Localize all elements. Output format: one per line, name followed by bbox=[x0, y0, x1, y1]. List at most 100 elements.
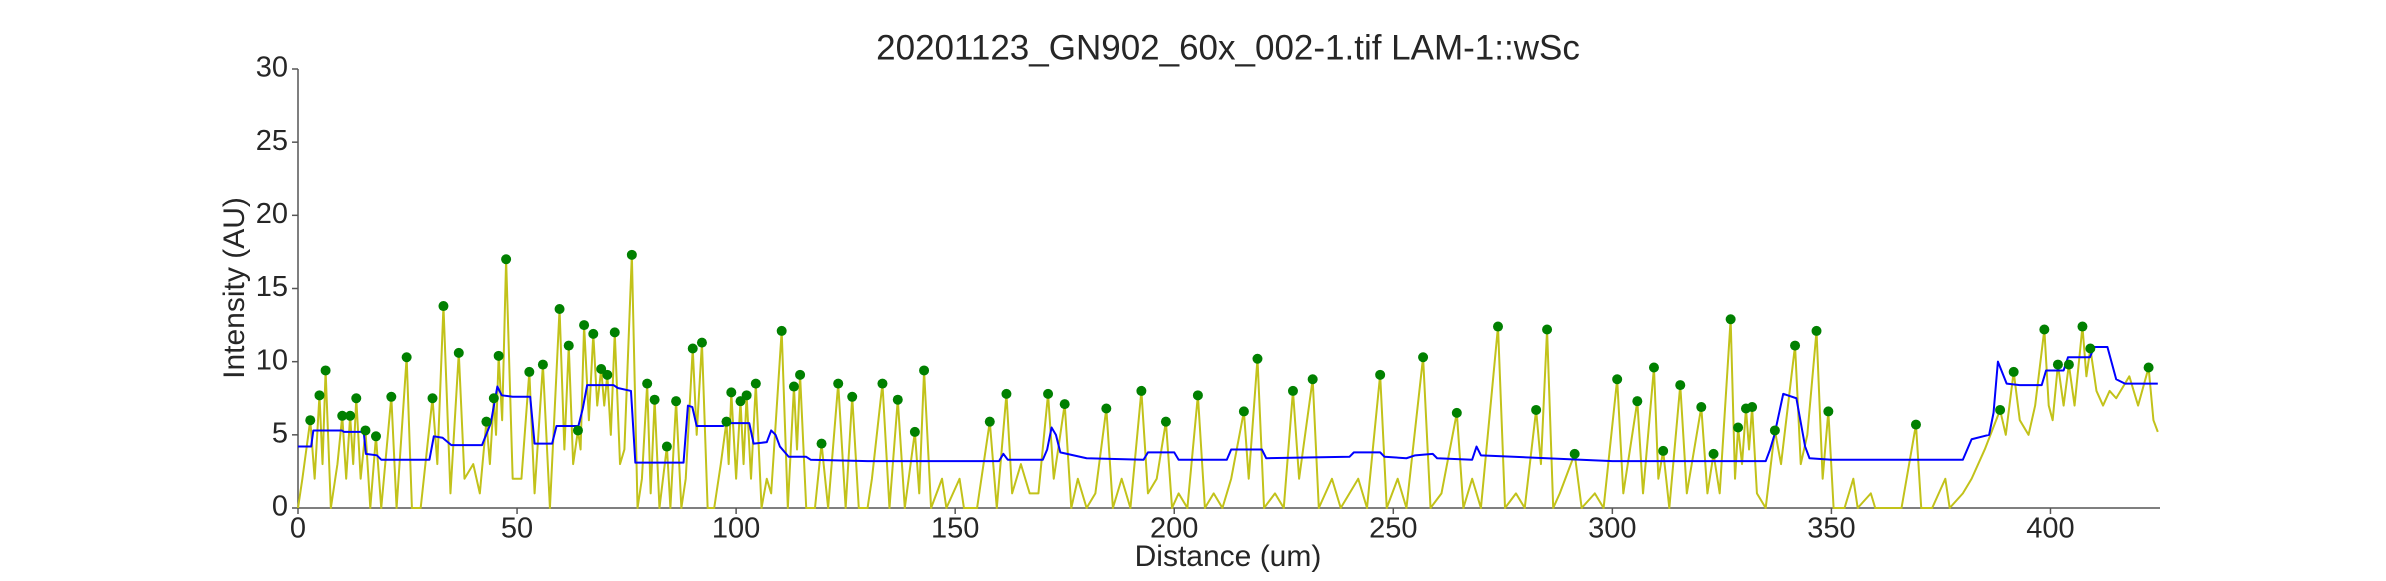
peak-marker bbox=[554, 303, 565, 314]
x-tick-label: 150 bbox=[931, 513, 979, 545]
peak-marker bbox=[579, 320, 590, 331]
x-tick-label: 400 bbox=[2026, 513, 2074, 545]
peak-marker bbox=[2052, 359, 2063, 370]
peak-marker bbox=[1160, 416, 1171, 427]
peak-marker bbox=[1569, 448, 1580, 459]
peak-marker bbox=[1493, 321, 1504, 332]
peak-marker bbox=[696, 337, 707, 348]
peak-marker bbox=[816, 438, 827, 449]
peak-marker bbox=[481, 416, 492, 427]
peak-marker bbox=[1823, 406, 1834, 417]
peak-marker bbox=[320, 365, 331, 376]
peak-marker bbox=[488, 393, 499, 404]
peak-marker bbox=[602, 369, 613, 380]
peak-marker bbox=[909, 426, 920, 437]
peak-marker bbox=[1675, 380, 1686, 391]
peak-marker bbox=[1375, 369, 1386, 380]
peak-marker bbox=[642, 378, 653, 389]
peak-marker bbox=[984, 416, 995, 427]
peak-marker bbox=[2063, 359, 2074, 370]
peak-marker bbox=[2085, 343, 2096, 354]
peak-marker bbox=[877, 378, 888, 389]
peak-marker bbox=[314, 390, 325, 401]
peak-marker bbox=[337, 410, 348, 421]
peak-marker bbox=[1238, 406, 1249, 417]
peak-marker bbox=[776, 325, 787, 336]
peak-marker bbox=[1747, 402, 1758, 413]
peak-marker bbox=[741, 390, 752, 401]
peak-marker bbox=[351, 393, 362, 404]
peak-marker bbox=[1059, 399, 1070, 410]
peak-marker bbox=[1811, 325, 1822, 336]
peak-marker bbox=[1708, 448, 1719, 459]
peak-marker bbox=[795, 369, 806, 380]
peak-marker bbox=[1252, 353, 1263, 364]
peak-marker bbox=[1910, 419, 1921, 430]
peak-marker bbox=[1648, 362, 1659, 373]
peak-marker bbox=[919, 365, 930, 376]
x-tick-label: 0 bbox=[290, 513, 306, 545]
peak-marker bbox=[427, 393, 438, 404]
peak-marker bbox=[833, 378, 844, 389]
peak-marker bbox=[1418, 352, 1429, 363]
line bbox=[298, 346, 2158, 464]
peak-marker bbox=[721, 416, 732, 427]
x-tick-label: 100 bbox=[712, 513, 760, 545]
peak-marker bbox=[563, 340, 574, 351]
peak-marker bbox=[1001, 388, 1012, 399]
peak-marker bbox=[626, 249, 637, 260]
peak-marker bbox=[386, 391, 397, 402]
peak-marker bbox=[1287, 385, 1298, 396]
peak-marker bbox=[453, 347, 464, 358]
peak-marker bbox=[1101, 403, 1112, 414]
peak-marker bbox=[1995, 404, 2006, 415]
peak-marker bbox=[360, 425, 371, 436]
x-tick-label: 50 bbox=[501, 513, 533, 545]
y-tick-label: 10 bbox=[256, 344, 288, 376]
y-tick-label: 30 bbox=[256, 52, 288, 84]
peak-marker bbox=[750, 378, 761, 389]
peak-marker bbox=[305, 415, 316, 426]
peak-marker bbox=[2008, 366, 2019, 377]
peak-marker bbox=[370, 431, 381, 442]
peak-marker bbox=[501, 254, 512, 265]
chart-title: 20201123_GN902_60x_002-1.tif LAM-1::wSc bbox=[876, 28, 1580, 67]
peak-marker bbox=[609, 327, 620, 338]
y-tick-label: 25 bbox=[256, 125, 288, 157]
peak-marker bbox=[847, 391, 858, 402]
peak-marker bbox=[1632, 396, 1643, 407]
peak-marker bbox=[687, 343, 698, 354]
peak-marker bbox=[892, 394, 903, 405]
peak-marker bbox=[345, 410, 356, 421]
x-tick-label: 250 bbox=[1369, 513, 1417, 545]
peak-marker bbox=[1790, 340, 1801, 351]
peak-marker bbox=[438, 301, 449, 312]
peak-marker bbox=[2039, 324, 2050, 335]
peak-marker bbox=[1451, 407, 1462, 418]
peak-marker bbox=[1043, 388, 1054, 399]
y-tick-label: 20 bbox=[256, 198, 288, 230]
peak-marker bbox=[1658, 445, 1669, 456]
peak-marker bbox=[1192, 390, 1203, 401]
peak-marker bbox=[1307, 374, 1318, 385]
y-axis-label: Intensity (AU) bbox=[218, 197, 251, 379]
peak-marker bbox=[1725, 314, 1736, 325]
peak-marker bbox=[661, 441, 672, 452]
peak-marker bbox=[572, 425, 583, 436]
peak-marker bbox=[1136, 385, 1147, 396]
peak-marker bbox=[649, 394, 660, 405]
x-tick-label: 200 bbox=[1150, 513, 1198, 545]
peak-marker bbox=[1733, 422, 1744, 433]
peak-marker bbox=[2077, 321, 2088, 332]
y-tick-label: 5 bbox=[272, 417, 288, 449]
peak-marker bbox=[2143, 362, 2154, 373]
peak-marker bbox=[588, 328, 599, 339]
peak-marker bbox=[524, 366, 535, 377]
peak-marker bbox=[537, 359, 548, 370]
peak-marker bbox=[671, 396, 682, 407]
peak-marker bbox=[1531, 404, 1542, 415]
x-tick-label: 300 bbox=[1588, 513, 1636, 545]
y-tick-label: 0 bbox=[272, 491, 288, 523]
